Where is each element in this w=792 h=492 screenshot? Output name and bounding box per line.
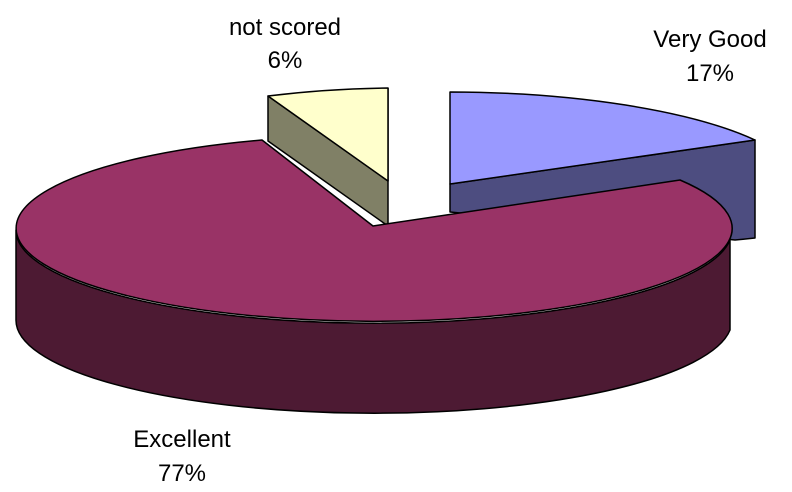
label-very-good-name: Very Good: [653, 26, 766, 53]
label-excellent-value: 77%: [158, 460, 206, 487]
slice-not-scored-top: [267, 87, 389, 182]
slice-excellent-side: [15, 229, 731, 414]
label-very-good-value: 17%: [686, 60, 734, 87]
label-excellent-name: Excellent: [133, 426, 231, 453]
label-not-scored-name: not scored: [229, 14, 341, 41]
slice-excellent-top: [15, 139, 733, 323]
label-not-scored-value: 6%: [268, 47, 303, 74]
slice-very-good-top: [449, 91, 756, 185]
